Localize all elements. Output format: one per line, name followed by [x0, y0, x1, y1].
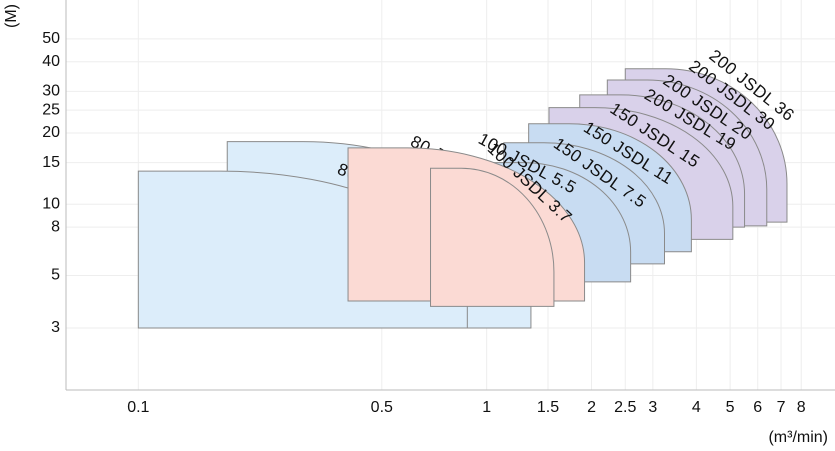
y-tick-label: 3	[51, 319, 60, 336]
x-tick-label: 7	[777, 399, 786, 416]
x-tick-label: 6	[753, 399, 762, 416]
y-tick-label: 15	[42, 154, 60, 171]
x-tick-label: 8	[797, 399, 806, 416]
x-axis-label: (m³/min)	[768, 429, 828, 446]
y-axis-label: (M)	[3, 4, 20, 28]
y-tick-label: 8	[51, 218, 60, 235]
pump-curve: 100 JSDL 3.7	[430, 139, 576, 307]
x-tick-label: 0.5	[371, 399, 393, 416]
x-tick-label: 1	[482, 399, 491, 416]
y-tick-label: 25	[42, 101, 60, 118]
x-tick-label: 0.1	[127, 399, 149, 416]
x-tick-label: 5	[726, 399, 735, 416]
x-tick-label: 4	[692, 399, 701, 416]
x-tick-label: 3	[648, 399, 657, 416]
y-tick-label: 5	[51, 267, 60, 284]
pump-area	[430, 167, 555, 307]
y-tick-label: 50	[42, 30, 60, 47]
x-tick-label: 1.5	[537, 399, 559, 416]
x-tick-label: 2.5	[614, 399, 636, 416]
y-tick-label: 30	[42, 83, 60, 100]
y-tick-label: 40	[42, 53, 60, 70]
y-tick-label: 10	[42, 195, 60, 212]
x-tick-label: 2	[587, 399, 596, 416]
y-tick-label: 20	[42, 124, 60, 141]
